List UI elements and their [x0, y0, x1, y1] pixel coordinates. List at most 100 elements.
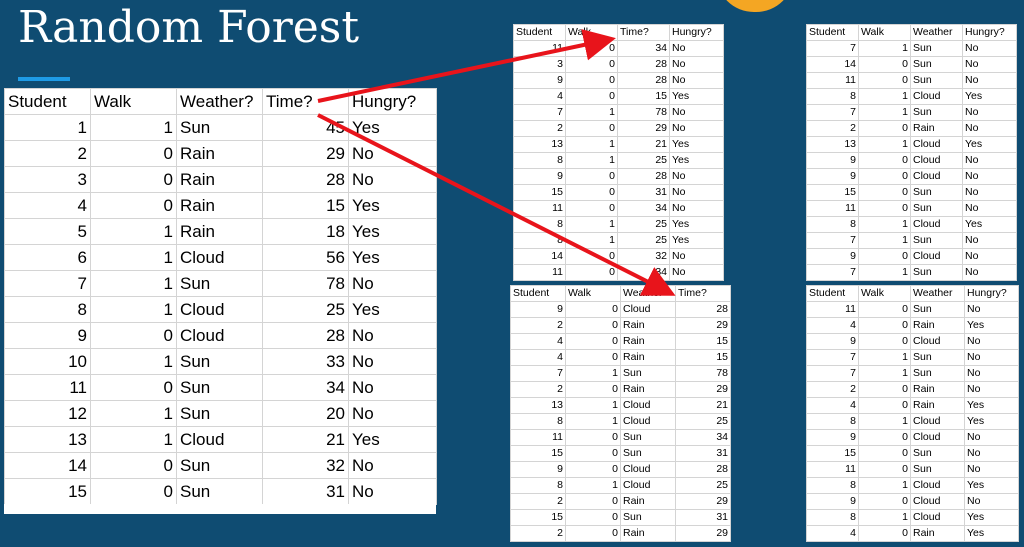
table-d-header-cell: Walk	[858, 285, 911, 302]
main-table-row: 7 1 Sun 78 No	[4, 270, 437, 297]
table-b-body: 7 1 Sun No 14 0 Sun No 11 0 Sun No 8 1 Cloud Yes 7 1 Sun No…	[806, 40, 1017, 281]
table-c-row: 13 1 Cloud 21	[510, 397, 731, 414]
main-table-cell: 25	[262, 296, 349, 323]
main-table-cell: No	[348, 270, 437, 297]
table-c-cell: Cloud	[620, 397, 676, 414]
table-a-row: 8 1 25 Yes	[513, 152, 724, 169]
main-table-cell: 33	[262, 348, 349, 375]
table-b-cell: Sun	[910, 200, 963, 217]
table-a-cell: No	[669, 72, 724, 89]
table-a-header-row: Student Walk Time? Hungry?	[513, 24, 724, 41]
table-b-header-cell: Weather	[910, 24, 963, 41]
main-table-cell: 1	[90, 426, 177, 453]
main-table-cell: Rain	[176, 140, 263, 167]
main-table-row: 8 1 Cloud 25 Yes	[4, 296, 437, 323]
table-b-row: 7 1 Sun No	[806, 104, 1017, 121]
main-table-cell: 15	[262, 192, 349, 219]
title-underline	[18, 77, 70, 81]
main-table-row: 5 1 Rain 18 Yes	[4, 218, 437, 245]
table-d-body: 11 0 Sun No 4 0 Rain Yes 9 0 Cloud No 7 1 Sun No 7 1 Sun No…	[806, 301, 1019, 542]
main-table-cell: No	[348, 166, 437, 193]
table-c-row: 7 1 Sun 78	[510, 365, 731, 382]
main-table-cell: Yes	[348, 218, 437, 245]
table-d-cell: Cloud	[910, 493, 965, 510]
main-table-row: 11 0 Sun 34 No	[4, 374, 437, 401]
table-b-row: 11 0 Sun No	[806, 200, 1017, 217]
table-b-cell: Cloud	[910, 248, 963, 265]
main-table-cell: Cloud	[176, 244, 263, 271]
table-b-cell: Sun	[910, 264, 963, 281]
table-c-header-row: Student Walk Weather Time?	[510, 285, 731, 302]
table-c-row: 2 0 Rain 29	[510, 381, 731, 398]
table-a-row: 15 0 31 No	[513, 184, 724, 201]
table-b-row: 2 0 Rain No	[806, 120, 1017, 137]
table-d-cell: No	[964, 365, 1019, 382]
table-d-row: 9 0 Cloud No	[806, 493, 1019, 510]
main-table-cell: Yes	[348, 426, 437, 453]
table-d-cell: Yes	[964, 413, 1019, 430]
main-table-cell: 0	[90, 478, 177, 505]
table-c-row: 2 0 Rain 29	[510, 493, 731, 510]
table-d-row: 11 0 Sun No	[806, 301, 1019, 318]
table-c-cell: Cloud	[620, 301, 676, 318]
table-c-body: 9 0 Cloud 28 2 0 Rain 29 4 0 Rain 15 4 0 Rain 15 7 1 Sun 78…	[510, 301, 731, 542]
table-b-cell: Sun	[910, 184, 963, 201]
main-table-header-cell: Student	[4, 88, 91, 115]
main-table-cell: Cloud	[176, 322, 263, 349]
table-d-row: 4 0 Rain Yes	[806, 397, 1019, 414]
main-table-cell: Rain	[176, 218, 263, 245]
main-table-cell: 10	[4, 348, 91, 375]
table-b-row: 7 1 Sun No	[806, 264, 1017, 281]
table-c-header-cell: Student	[510, 285, 566, 302]
table-a-cell: No	[669, 184, 724, 201]
main-table-row: 3 0 Rain 28 No	[4, 166, 437, 193]
table-a-cell: Yes	[669, 216, 724, 233]
table-a-row: 2 0 29 No	[513, 120, 724, 137]
bootstrap-table-d: Student Walk Weather Hungry? 11 0 Sun No 4 0 Rain…	[806, 285, 1019, 542]
main-table-cell: 32	[262, 452, 349, 479]
main-table-cell: 8	[4, 296, 91, 323]
table-b-cell: Cloud	[910, 168, 963, 185]
main-table-cell: 1	[90, 296, 177, 323]
table-b-cell: No	[962, 104, 1017, 121]
main-table-cell: 0	[90, 140, 177, 167]
table-a-row: 9 0 28 No	[513, 72, 724, 89]
main-table-header-row: Student Walk Weather? Time? Hungry?	[4, 88, 437, 115]
table-d-cell: Rain	[910, 525, 965, 542]
main-table-cell: No	[348, 452, 437, 479]
arrow-to-table-c	[317, 113, 676, 296]
main-table-bottom-strip	[4, 504, 436, 514]
table-b-row: 11 0 Sun No	[806, 72, 1017, 89]
main-table-cell: 21	[262, 426, 349, 453]
table-b-cell: No	[962, 264, 1017, 281]
table-c-row: 2 0 Rain 29	[510, 525, 731, 542]
main-table-cell: 29	[262, 140, 349, 167]
main-table-cell: Yes	[348, 296, 437, 323]
table-d-row: 4 0 Rain Yes	[806, 525, 1019, 542]
main-table-cell: Cloud	[176, 296, 263, 323]
table-d-row: 7 1 Sun No	[806, 349, 1019, 366]
table-c-row: 15 0 Sun 31	[510, 445, 731, 462]
main-table-cell: 7	[4, 270, 91, 297]
main-table-cell: 0	[90, 452, 177, 479]
main-table-cell: 14	[4, 452, 91, 479]
main-table-cell: 1	[90, 114, 177, 141]
main-table-row: 14 0 Sun 32 No	[4, 452, 437, 479]
table-c-cell: 29	[675, 525, 731, 542]
table-d-cell: Yes	[964, 525, 1019, 542]
table-d-cell: Yes	[964, 317, 1019, 334]
table-b-row: 7 1 Sun No	[806, 232, 1017, 249]
main-table-cell: Sun	[176, 270, 263, 297]
main-table-cell: Sun	[176, 374, 263, 401]
table-c-header-cell: Walk	[565, 285, 621, 302]
table-d-cell: Rain	[910, 397, 965, 414]
table-d-cell: No	[964, 493, 1019, 510]
table-d-row: 7 1 Sun No	[806, 365, 1019, 382]
table-d-cell: Sun	[910, 349, 965, 366]
table-c-cell: Sun	[620, 365, 676, 382]
main-table-cell: 1	[90, 270, 177, 297]
main-table-header-cell: Weather?	[176, 88, 263, 115]
table-c-row: 8 1 Cloud 25	[510, 477, 731, 494]
table-c-row: 4 0 Rain 15	[510, 333, 731, 350]
table-d-header-row: Student Walk Weather Hungry?	[806, 285, 1019, 302]
